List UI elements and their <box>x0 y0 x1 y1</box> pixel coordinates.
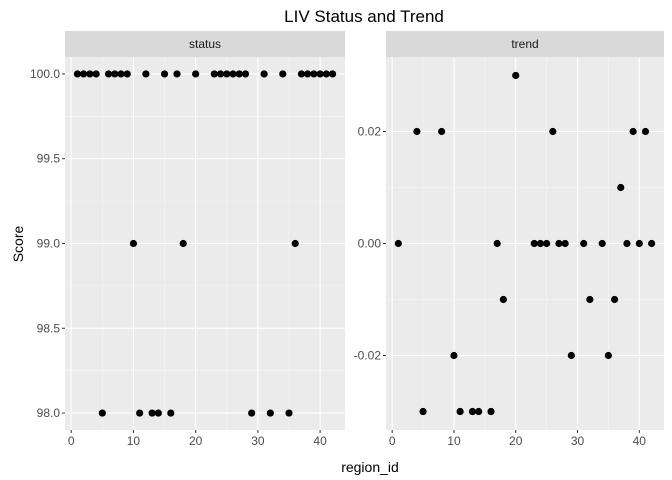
data-point <box>536 239 545 248</box>
x-tick-label: 40 <box>313 434 327 448</box>
data-point <box>499 295 507 304</box>
data-point <box>216 70 225 78</box>
data-point <box>487 407 495 416</box>
y-tick-label: -0.02 <box>354 349 382 363</box>
data-point <box>450 351 458 360</box>
panel-trend: trend 0 10 20 30 40 -0.02 0.00 0.02 <box>354 31 664 448</box>
x-tick-label: 10 <box>447 434 461 448</box>
data-point <box>328 70 337 78</box>
data-point <box>512 71 520 80</box>
data-point <box>543 239 551 248</box>
data-point <box>468 407 477 416</box>
data-point <box>167 409 175 417</box>
facet-panels: status 0 10 20 30 40 98.0 98.5 99.0 99.5 100.0 tren… <box>30 31 664 448</box>
x-tick-label: 30 <box>251 434 265 448</box>
data-point <box>456 407 464 416</box>
data-point <box>229 70 237 78</box>
data-point <box>555 239 563 248</box>
data-point <box>136 409 144 417</box>
data-point <box>142 70 150 78</box>
data-point <box>310 70 318 78</box>
data-point <box>617 183 625 192</box>
y-tick-label: 99.0 <box>37 237 61 251</box>
data-point <box>567 351 575 360</box>
data-point <box>160 70 169 78</box>
data-point <box>493 239 501 248</box>
data-point <box>316 70 324 78</box>
x-tick-label: 20 <box>189 434 203 448</box>
data-point <box>648 239 656 248</box>
data-point <box>260 70 268 78</box>
data-point <box>92 70 100 78</box>
data-point <box>419 407 427 416</box>
data-point <box>291 239 299 248</box>
data-point <box>154 409 162 417</box>
data-point <box>610 295 619 304</box>
data-point <box>635 239 643 248</box>
panel-status: status 0 10 20 30 40 98.0 98.5 99.0 99.5 100.0 <box>30 31 345 448</box>
y-tick-label: 99.5 <box>37 152 61 166</box>
data-point <box>241 70 250 78</box>
data-point <box>279 70 287 78</box>
y-tick-label: 100.0 <box>30 67 60 81</box>
data-point <box>86 70 94 78</box>
x-tick-label: 10 <box>127 434 141 448</box>
x-tick-label: 0 <box>68 434 75 448</box>
data-point <box>438 127 446 136</box>
data-point <box>394 239 402 248</box>
data-point <box>285 409 293 417</box>
data-point <box>266 409 274 417</box>
data-point <box>223 70 231 78</box>
data-point <box>98 409 106 417</box>
x-tick-label: 30 <box>571 434 585 448</box>
data-point <box>530 239 538 248</box>
data-point <box>297 70 306 78</box>
strip-label: trend <box>511 37 538 51</box>
y-axis-title: Score <box>10 226 26 263</box>
strip-label: status <box>189 37 221 51</box>
data-point <box>413 127 421 136</box>
data-point <box>173 70 181 78</box>
x-axis-title: region_id <box>341 459 399 475</box>
data-point <box>129 239 138 248</box>
data-point <box>623 239 631 248</box>
y-tick-label: 0.00 <box>358 237 382 251</box>
data-point <box>123 70 131 78</box>
data-point <box>111 70 119 78</box>
chart-title: LIV Status and Trend <box>284 7 444 26</box>
data-point <box>248 409 256 417</box>
strip-background <box>65 31 345 57</box>
data-point <box>475 407 483 416</box>
data-point <box>598 239 606 248</box>
data-point <box>561 239 569 248</box>
data-point <box>235 70 243 78</box>
data-point <box>580 239 588 248</box>
data-point <box>586 295 594 304</box>
data-point <box>73 70 82 78</box>
y-tick-label: 98.0 <box>37 406 61 420</box>
data-point <box>117 70 125 78</box>
y-tick-label: 0.02 <box>358 124 382 138</box>
data-point <box>304 70 312 78</box>
data-point <box>104 70 113 78</box>
data-point <box>148 409 156 417</box>
data-point <box>604 351 613 360</box>
data-point <box>210 70 218 78</box>
x-tick-label: 0 <box>389 434 396 448</box>
data-point <box>80 70 88 78</box>
strip-background <box>386 31 664 57</box>
data-point <box>322 70 330 78</box>
data-point <box>629 127 637 136</box>
data-point <box>549 127 557 136</box>
data-point <box>179 239 187 248</box>
data-point <box>192 70 200 78</box>
x-tick-label: 40 <box>633 434 647 448</box>
y-tick-label: 98.5 <box>37 321 61 335</box>
data-point <box>641 127 650 136</box>
x-tick-label: 20 <box>509 434 523 448</box>
